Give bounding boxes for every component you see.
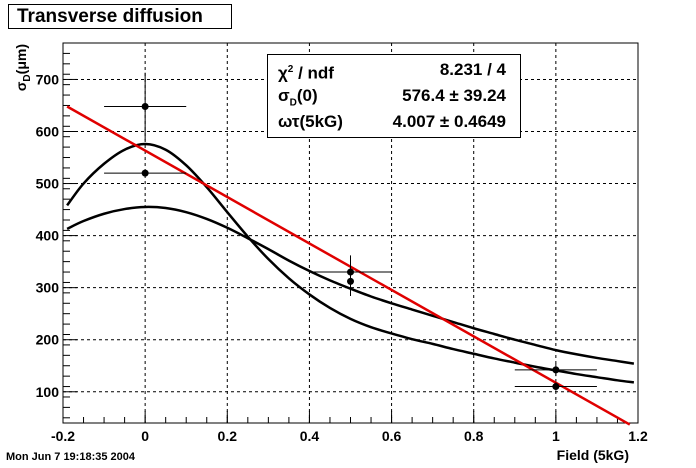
data-point xyxy=(552,383,560,391)
y-axis-label: σD(μm) xyxy=(13,44,33,91)
linear-fit-line xyxy=(66,105,631,426)
y-tick-label: 700 xyxy=(36,71,60,87)
stats-omegatau-label: ωτ(5kG) xyxy=(278,112,343,131)
fit-stats-box: χ2 / ndf 8.231 / 4 σD(0) 576.4 ± 39.24 ω… xyxy=(267,54,521,138)
stats-sigma-label: σD(0) xyxy=(278,86,318,109)
chart-title: Transverse diffusion xyxy=(8,4,232,29)
y-tick-label: 100 xyxy=(36,384,60,400)
x-tick-label: 0 xyxy=(141,428,149,444)
x-axis-label: Field (5kG) xyxy=(557,447,629,463)
y-tick-label: 500 xyxy=(36,176,60,192)
x-tick-label: 1 xyxy=(552,428,560,444)
data-point xyxy=(552,366,560,374)
x-tick-label: 1.2 xyxy=(628,428,648,444)
data-points xyxy=(104,72,597,391)
timestamp-footer: Mon Jun 7 19:18:35 2004 xyxy=(6,451,136,463)
y-tick-label: 300 xyxy=(36,280,60,296)
stats-sigma-value: 576.4 ± 39.24 xyxy=(402,86,506,105)
data-point xyxy=(141,103,149,111)
stats-chi2-value: 8.231 / 4 xyxy=(439,60,506,79)
stats-omegatau-value: 4.007 ± 0.4649 xyxy=(392,112,506,131)
x-tick-label: 0.8 xyxy=(464,428,484,444)
stats-row-sigma: σD(0) 576.4 ± 39.24 xyxy=(274,83,514,109)
y-tick-label: 200 xyxy=(36,332,60,348)
data-point xyxy=(141,169,149,177)
x-tick-label: 0.2 xyxy=(218,428,238,444)
x-tick-label: 0.4 xyxy=(300,428,320,444)
axis-ticks: -0.2 0 0.2 0.4 0.6 0.8 1 1.2 100 200 300 400 500 600 7… xyxy=(36,52,648,444)
stats-chi2-label: χ2 / ndf xyxy=(278,63,334,83)
y-tick-label: 400 xyxy=(36,228,60,244)
data-point xyxy=(347,277,354,285)
stats-row-chi2: χ2 / ndf 8.231 / 4 xyxy=(274,57,514,83)
stats-row-omegatau: ωτ(5kG) 4.007 ± 0.4649 xyxy=(274,109,514,135)
y-tick-label: 600 xyxy=(36,123,60,139)
model-curve-1 xyxy=(66,142,635,384)
x-tick-label: -0.2 xyxy=(51,428,75,444)
x-tick-label: 0.6 xyxy=(382,428,402,444)
